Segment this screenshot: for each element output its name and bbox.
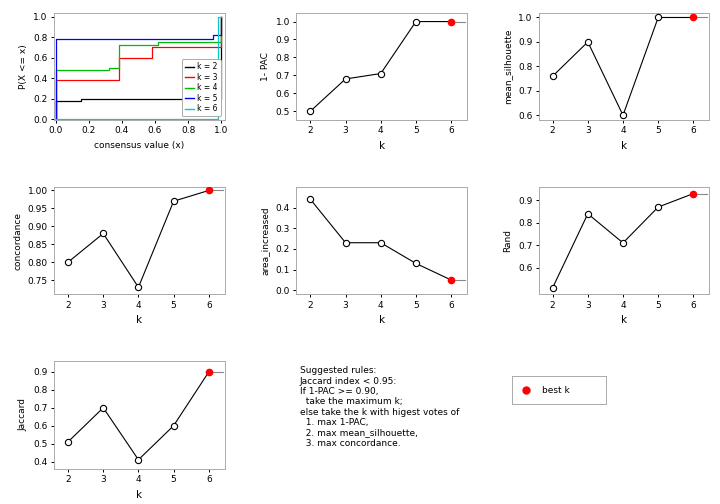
- Text: best k: best k: [542, 386, 570, 395]
- Y-axis label: area_increased: area_increased: [261, 206, 270, 275]
- X-axis label: k: k: [379, 141, 384, 151]
- Y-axis label: Jaccard: Jaccard: [19, 399, 28, 431]
- Legend: k = 2, k = 3, k = 4, k = 5, k = 6: k = 2, k = 3, k = 4, k = 5, k = 6: [182, 59, 221, 116]
- Y-axis label: Rand: Rand: [503, 229, 513, 252]
- Y-axis label: 1- PAC: 1- PAC: [261, 52, 270, 81]
- Y-axis label: concordance: concordance: [13, 212, 22, 270]
- Y-axis label: mean_silhouette: mean_silhouette: [503, 29, 513, 104]
- X-axis label: k: k: [379, 316, 384, 325]
- Text: Suggested rules:
Jaccard index < 0.95:
If 1-PAC >= 0.90,
  take the maximum k;
e: Suggested rules: Jaccard index < 0.95: I…: [300, 366, 459, 448]
- X-axis label: k: k: [136, 489, 143, 499]
- X-axis label: consensus value (x): consensus value (x): [94, 141, 184, 150]
- X-axis label: k: k: [136, 316, 143, 325]
- X-axis label: k: k: [621, 141, 627, 151]
- X-axis label: k: k: [621, 316, 627, 325]
- Y-axis label: P(X <= x): P(X <= x): [19, 44, 28, 89]
